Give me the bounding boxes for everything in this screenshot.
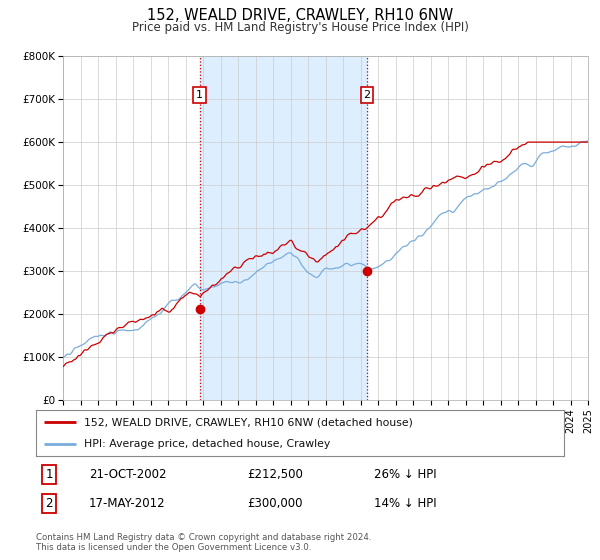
Text: 2: 2 [364,90,371,100]
Text: 1: 1 [46,468,53,481]
Text: 152, WEALD DRIVE, CRAWLEY, RH10 6NW (detached house): 152, WEALD DRIVE, CRAWLEY, RH10 6NW (det… [83,417,412,427]
Text: £212,500: £212,500 [247,468,303,481]
Text: This data is licensed under the Open Government Licence v3.0.: This data is licensed under the Open Gov… [36,543,311,552]
Text: Price paid vs. HM Land Registry's House Price Index (HPI): Price paid vs. HM Land Registry's House … [131,21,469,34]
Text: HPI: Average price, detached house, Crawley: HPI: Average price, detached house, Craw… [83,439,330,449]
Text: £300,000: £300,000 [247,497,303,510]
Text: 2: 2 [46,497,53,510]
Text: 152, WEALD DRIVE, CRAWLEY, RH10 6NW: 152, WEALD DRIVE, CRAWLEY, RH10 6NW [147,8,453,24]
Text: 26% ↓ HPI: 26% ↓ HPI [374,468,437,481]
Text: Contains HM Land Registry data © Crown copyright and database right 2024.: Contains HM Land Registry data © Crown c… [36,533,371,542]
Bar [200,56,367,400]
Text: 21-OCT-2002: 21-OCT-2002 [89,468,166,481]
Text: 14% ↓ HPI: 14% ↓ HPI [374,497,437,510]
Text: 1: 1 [196,90,203,100]
Text: 17-MAY-2012: 17-MAY-2012 [89,497,166,510]
